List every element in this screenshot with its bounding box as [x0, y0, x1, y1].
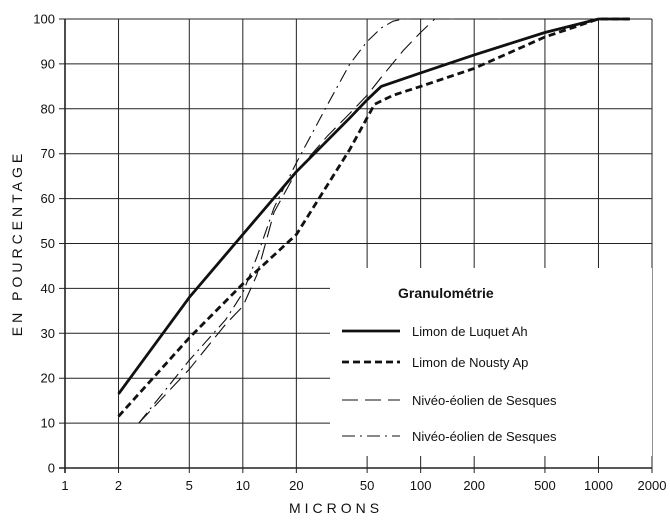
- x-tick-label: 1000: [584, 478, 613, 493]
- legend-title: Granulométrie: [398, 285, 494, 301]
- y-tick-label: 60: [41, 191, 55, 206]
- x-tick-label: 200: [463, 478, 485, 493]
- legend-label-1: Limon de Luquet Ah: [412, 324, 528, 339]
- y-tick-label: 100: [33, 12, 55, 27]
- y-tick-label: 20: [41, 371, 55, 386]
- y-tick-label: 10: [41, 416, 55, 431]
- legend-label-3: Nivéo-éolien de Sesques: [412, 393, 557, 408]
- x-tick-label: 100: [410, 478, 432, 493]
- x-tick-label: 500: [534, 478, 556, 493]
- x-tick-label: 1: [61, 478, 68, 493]
- legend-label-4: Nivéo-éolien de Sesques: [412, 429, 557, 444]
- x-tick-label: 10: [236, 478, 250, 493]
- legend: Granulométrie Limon de Luquet Ah Limon de…: [330, 268, 652, 456]
- y-tick-label: 30: [41, 326, 55, 341]
- x-tick-label: 50: [360, 478, 374, 493]
- series-line-4: [138, 18, 599, 424]
- y-tick-label: 70: [41, 146, 55, 161]
- y-tick-label: 40: [41, 281, 55, 296]
- series-line-2: [117, 17, 630, 418]
- x-tick-label: 20: [289, 478, 303, 493]
- tick-labels: 1 2 5 10 20 50 100 200 500 1000 2000 0 10 20 30 40 50 60 7…: [33, 12, 666, 494]
- y-axis-title: EN POURCENTAGE: [9, 150, 25, 336]
- y-tick-label: 80: [41, 101, 55, 116]
- y-tick-label: 0: [48, 461, 55, 476]
- x-tick-label: 2: [115, 478, 122, 493]
- legend-label-2: Limon de Nousty Ap: [412, 355, 528, 370]
- x-tick-label: 2000: [638, 478, 667, 493]
- x-tick-label: 5: [186, 478, 193, 493]
- y-tick-label: 90: [41, 56, 55, 71]
- y-tick-label: 50: [41, 236, 55, 251]
- series-group: [117, 17, 630, 424]
- x-axis-title: MICRONS: [289, 500, 383, 516]
- legend-background: [330, 268, 652, 456]
- series-line-1: [117, 17, 630, 395]
